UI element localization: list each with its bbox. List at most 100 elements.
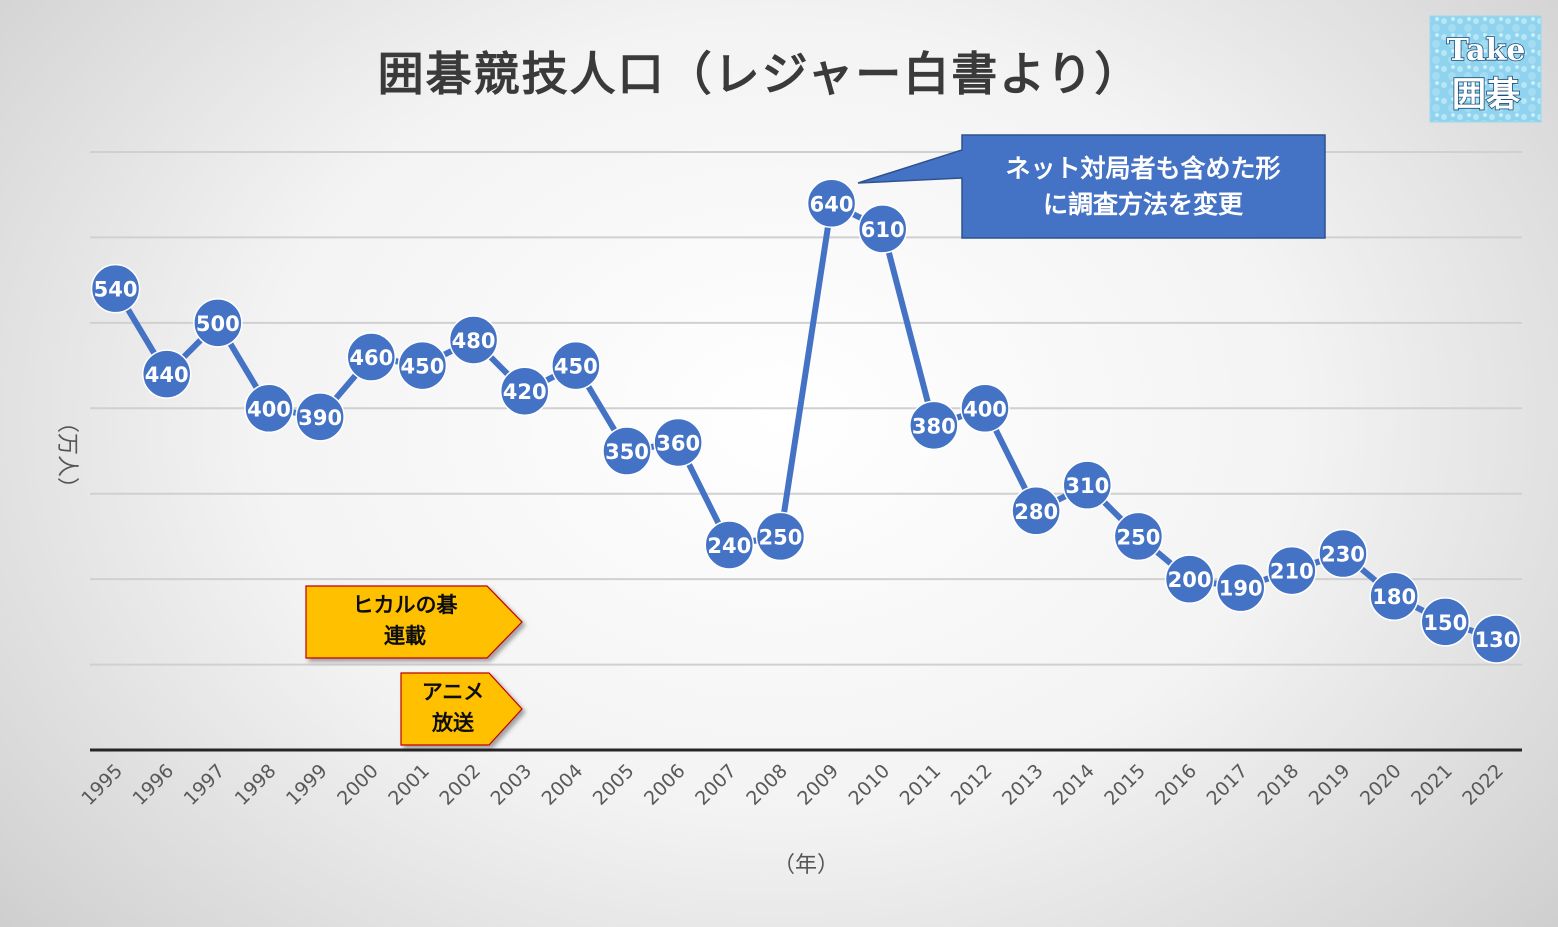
- data-point: [704, 520, 755, 570]
- data-label: 450: [401, 355, 445, 379]
- x-tick-label: 1996: [128, 760, 178, 810]
- data-point: [141, 349, 192, 399]
- logo-text-take: Take: [1447, 33, 1526, 68]
- data-label: 190: [1219, 577, 1263, 601]
- data-point: [1011, 486, 1061, 536]
- data-point: [499, 366, 550, 416]
- data-point: [857, 204, 908, 254]
- data-point: [1215, 562, 1266, 613]
- data-label: 240: [707, 534, 751, 558]
- data-label: 540: [94, 278, 138, 302]
- data-label: 150: [1423, 611, 1467, 635]
- data-label: 400: [963, 397, 1007, 421]
- data-label: 500: [196, 312, 240, 336]
- hikaru-arrow-shape: [305, 585, 523, 659]
- x-tick-label: 1999: [282, 760, 332, 810]
- x-tick-label: 2021: [1407, 760, 1457, 810]
- y-axis-title-group: （万人）: [54, 411, 79, 499]
- x-tick-label: 1995: [77, 760, 127, 810]
- data-label: 130: [1475, 628, 1519, 652]
- data-point: [397, 340, 448, 391]
- x-tick-label: 2018: [1254, 760, 1304, 810]
- x-tick-label: 2007: [691, 760, 741, 810]
- data-point: [602, 426, 652, 476]
- x-tick-label: 2000: [333, 760, 383, 810]
- data-point: [1471, 614, 1522, 664]
- x-tick-label: 2012: [947, 760, 997, 810]
- data-label: 450: [554, 355, 598, 379]
- data-point: [806, 178, 857, 229]
- data-point: [653, 417, 703, 468]
- data-point: [909, 400, 959, 451]
- data-point: [1113, 511, 1164, 562]
- data-point: [1369, 571, 1419, 621]
- hikaru-arrow-line-1: ヒカルの碁: [353, 593, 459, 617]
- x-tick-label: 2003: [486, 760, 536, 810]
- callout-text-line-2: に調査方法を変更: [1043, 190, 1244, 219]
- data-label: 250: [759, 525, 803, 549]
- data-point: [1318, 528, 1368, 579]
- x-tick-label: 1998: [231, 760, 281, 810]
- data-label: 480: [452, 329, 496, 353]
- data-label: 610: [861, 218, 905, 242]
- data-point: [960, 383, 1010, 434]
- data-point: [193, 298, 243, 348]
- data-label: 250: [1117, 525, 1161, 549]
- x-tick-label: 2015: [1100, 760, 1150, 810]
- chart-title: 囲碁競技人口（レジャー白書より）: [378, 47, 1143, 101]
- data-label: 180: [1372, 585, 1416, 609]
- data-label: 390: [298, 406, 342, 430]
- data-point: [90, 263, 141, 314]
- data-point: [1267, 545, 1317, 596]
- data-label: 230: [1321, 543, 1365, 567]
- series-line: [112, 200, 1498, 642]
- x-tick-label: 2001: [384, 760, 434, 810]
- x-tick-label: 2022: [1458, 760, 1508, 810]
- hikaru-no-go-arrow: ヒカルの碁 連載: [305, 585, 523, 659]
- take-igo-logo: Take 囲碁: [1429, 15, 1542, 123]
- x-tick-label: 2020: [1356, 760, 1406, 810]
- logo-background: [1429, 15, 1542, 123]
- data-point: [448, 315, 499, 365]
- x-tick-label: 2008: [742, 760, 792, 810]
- data-label: 360: [656, 431, 700, 455]
- data-point: [244, 383, 294, 434]
- x-tick-labels: 1995 1996 1997 1998 1999 2000 2001 2002 2003 2004…: [77, 760, 1508, 810]
- series-population: 540 440 500 400 390 460 450 480 420 450 350 360 240 2…: [90, 178, 1522, 664]
- data-label: 210: [1270, 560, 1314, 584]
- x-tick-label: 2013: [998, 760, 1048, 810]
- x-tick-label: 2002: [435, 760, 485, 810]
- data-label: 440: [145, 363, 189, 387]
- x-axis-title: （年）: [773, 853, 839, 878]
- y-axis-title: （万人）: [54, 411, 79, 499]
- data-label: 380: [912, 414, 956, 438]
- data-point: [1420, 597, 1471, 647]
- callout-survey-change: ネット対局者も含めた形 に調査方法を変更: [857, 134, 1326, 239]
- callout-shape: [857, 134, 1326, 239]
- data-point: [295, 392, 345, 442]
- x-tick-label: 2019: [1305, 760, 1355, 810]
- data-label: 400: [247, 397, 291, 421]
- hikaru-arrow-line-2: 連載: [384, 624, 426, 648]
- anime-broadcast-arrow: アニメ 放送: [400, 672, 523, 746]
- data-point: [755, 511, 806, 562]
- data-label: 280: [1014, 500, 1058, 524]
- x-tick-label: 2005: [589, 760, 639, 810]
- x-tick-label: 2016: [1151, 760, 1201, 810]
- x-tick-label: 2011: [896, 760, 946, 810]
- x-tick-label: 1997: [180, 760, 230, 810]
- data-label: 420: [503, 380, 547, 404]
- data-label: 640: [810, 192, 854, 216]
- logo-text-igo: 囲碁: [1452, 75, 1520, 115]
- anime-arrow-line-1: アニメ: [422, 680, 485, 704]
- data-point: [551, 340, 601, 391]
- data-label: 350: [605, 440, 649, 464]
- x-tick-label: 2017: [1202, 760, 1252, 810]
- data-label: 200: [1168, 568, 1212, 592]
- callout-text-line-1: ネット対局者も含めた形: [1005, 154, 1280, 183]
- data-label: 310: [1065, 474, 1109, 498]
- x-tick-label: 2010: [844, 760, 894, 810]
- data-label: 460: [349, 346, 393, 370]
